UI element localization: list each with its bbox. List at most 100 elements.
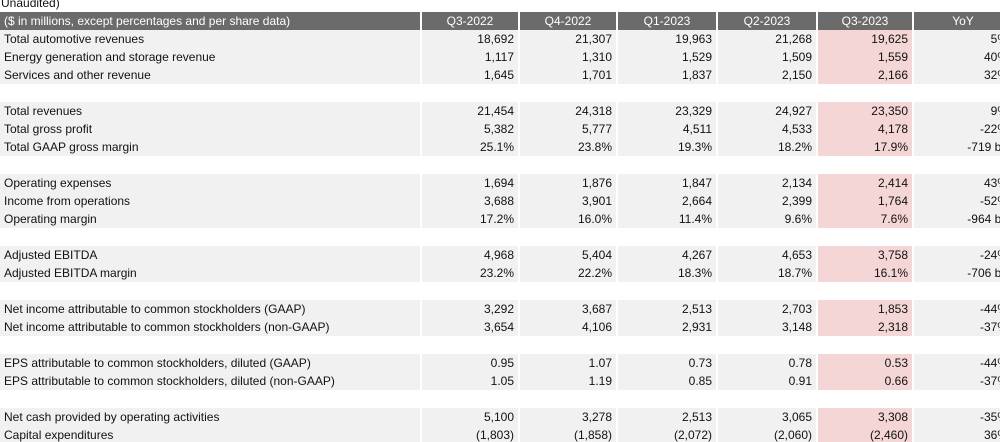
spacer-row	[0, 282, 1000, 300]
table-row: Energy generation and storage revenue 1,1…	[0, 48, 1000, 66]
table-row: Total GAAP gross margin 25.1% 23.8% 19.3% 18…	[0, 138, 1000, 156]
spacer-cell	[520, 390, 616, 408]
row-label: EPS attributable to common stockholders,…	[0, 354, 420, 372]
table-row: Net income attributable to common stockh…	[0, 300, 1000, 318]
value-cell: 17.2%	[422, 210, 518, 228]
value-cell: 21,307	[520, 30, 616, 48]
value-cell: 23.8%	[520, 138, 616, 156]
row-label: Total gross profit	[0, 120, 420, 138]
value-cell: 21,454	[422, 102, 518, 120]
spacer-cell	[0, 228, 420, 246]
value-cell: 23.2%	[422, 264, 518, 282]
value-cell: 19,963	[618, 30, 716, 48]
value-cell: 0.85	[618, 372, 716, 390]
table-row: Services and other revenue 1,645 1,701 1,83…	[0, 66, 1000, 84]
value-cell: 18.3%	[618, 264, 716, 282]
value-cell: 9.6%	[718, 210, 816, 228]
spacer-cell	[422, 390, 518, 408]
value-cell: (2,060)	[718, 426, 816, 442]
value-cell: 3,308	[818, 408, 912, 426]
row-label: Adjusted EBITDA margin	[0, 264, 420, 282]
header-cell: Q1-2023	[618, 12, 716, 30]
row-label: Adjusted EBITDA	[0, 246, 420, 264]
row-label: Total GAAP gross margin	[0, 138, 420, 156]
value-cell: 24,927	[718, 102, 816, 120]
value-cell: 3,292	[422, 300, 518, 318]
row-label: Total automotive revenues	[0, 30, 420, 48]
value-cell: 7.6%	[818, 210, 912, 228]
value-cell: 5%	[914, 30, 1000, 48]
value-cell: 3,688	[422, 192, 518, 210]
row-label: Income from operations	[0, 192, 420, 210]
value-cell: 2,414	[818, 174, 912, 192]
value-cell: -24%	[914, 246, 1000, 264]
spacer-cell	[914, 390, 1000, 408]
table-row: Operating margin 17.2% 16.0% 11.4% 9.6% 7.6% -…	[0, 210, 1000, 228]
value-cell: 4,968	[422, 246, 518, 264]
value-cell: 1,764	[818, 192, 912, 210]
spacer-cell	[422, 156, 518, 174]
value-cell: 18.7%	[718, 264, 816, 282]
value-cell: -52%	[914, 192, 1000, 210]
value-cell: 43%	[914, 174, 1000, 192]
header-cell: ($ in millions, except percentages and p…	[0, 12, 420, 30]
value-cell: 4,106	[520, 318, 616, 336]
row-label: Net income attributable to common stockh…	[0, 318, 420, 336]
value-cell: 2,703	[718, 300, 816, 318]
row-label: EPS attributable to common stockholders,…	[0, 372, 420, 390]
value-cell: 5,404	[520, 246, 616, 264]
table-row: Operating expenses 1,694 1,876 1,847 2,134 2,…	[0, 174, 1000, 192]
header-row: ($ in millions, except percentages and p…	[0, 12, 1000, 30]
value-cell: -719 bp	[914, 138, 1000, 156]
spacer-cell	[618, 336, 716, 354]
spacer-row	[0, 228, 1000, 246]
spacer-cell	[618, 282, 716, 300]
caption: Unaudited)	[1, 0, 60, 10]
spacer-cell	[818, 282, 912, 300]
table-body: ($ in millions, except percentages and p…	[0, 12, 1000, 442]
table-row: Total automotive revenues 18,692 21,307 19,…	[0, 30, 1000, 48]
value-cell: 22.2%	[520, 264, 616, 282]
value-cell: 1,837	[618, 66, 716, 84]
value-cell: 2,166	[818, 66, 912, 84]
value-cell: 4,267	[618, 246, 716, 264]
value-cell: 1,876	[520, 174, 616, 192]
value-cell: 4,511	[618, 120, 716, 138]
spacer-cell	[618, 390, 716, 408]
value-cell: 19.3%	[618, 138, 716, 156]
spacer-row	[0, 390, 1000, 408]
spacer-cell	[818, 336, 912, 354]
spacer-cell	[914, 228, 1000, 246]
value-cell: 16.1%	[818, 264, 912, 282]
value-cell: 18,692	[422, 30, 518, 48]
value-cell: 3,758	[818, 246, 912, 264]
spacer-row	[0, 156, 1000, 174]
spacer-cell	[718, 390, 816, 408]
value-cell: 1,701	[520, 66, 616, 84]
spacer-cell	[818, 390, 912, 408]
spacer-cell	[914, 336, 1000, 354]
spacer-cell	[422, 336, 518, 354]
row-label: Net cash provided by operating activitie…	[0, 408, 420, 426]
value-cell: 3,654	[422, 318, 518, 336]
table-row: Income from operations 3,688 3,901 2,664 2,3…	[0, 192, 1000, 210]
spacer-cell	[718, 84, 816, 102]
table-row: Net income attributable to common stockh…	[0, 318, 1000, 336]
header-cell: YoY	[914, 12, 1000, 30]
spacer-cell	[422, 84, 518, 102]
value-cell: 1,847	[618, 174, 716, 192]
value-cell: 3,148	[718, 318, 816, 336]
spacer-cell	[422, 228, 518, 246]
value-cell: 23,329	[618, 102, 716, 120]
row-label: Capital expenditures	[0, 426, 420, 442]
header-cell: Q3-2022	[422, 12, 518, 30]
value-cell: 1.05	[422, 372, 518, 390]
value-cell: 1,645	[422, 66, 518, 84]
value-cell: -37%	[914, 372, 1000, 390]
value-cell: 1,559	[818, 48, 912, 66]
value-cell: 2,513	[618, 408, 716, 426]
value-cell: 1,117	[422, 48, 518, 66]
value-cell: 11.4%	[618, 210, 716, 228]
value-cell: 0.66	[818, 372, 912, 390]
